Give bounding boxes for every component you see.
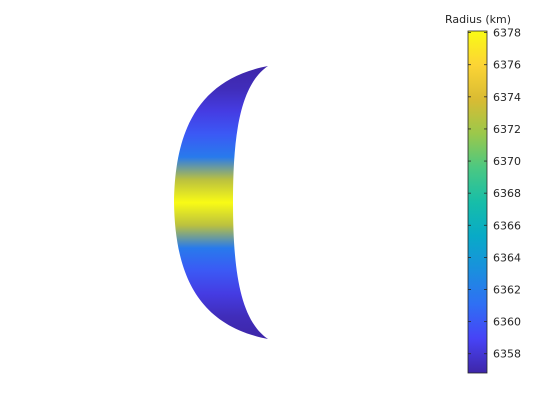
colorbar-tick-label: 6364: [493, 251, 521, 264]
colorbar-tick-label: 6374: [493, 91, 521, 104]
colorbar-tick-label: 6362: [493, 284, 521, 297]
colorbar: Radius (km) 6358 6360 6362 6364 6366 6368 6370…: [445, 13, 521, 374]
colorbar-tick-label: 6368: [493, 187, 521, 200]
colorbar-tick-label: 6358: [493, 348, 521, 361]
colorbar-tick-label: 6372: [493, 123, 521, 136]
colorbar-tick-label: 6376: [493, 59, 521, 72]
colorbar-tick-label: 6370: [493, 155, 521, 168]
colorbar-ticks: 6358 6360 6362 6364 6366 6368 6370 6372 6374 6376…: [468, 27, 521, 361]
earth-surface-lune: [174, 66, 268, 339]
colorbar-tick-label: 6360: [493, 316, 521, 329]
surface-plot: [174, 66, 268, 339]
colorbar-tick-label: 6378: [493, 27, 521, 40]
colorbar-title: Radius (km): [445, 13, 511, 26]
colorbar-tick-label: 6366: [493, 219, 521, 232]
colorbar-gradient: [467, 30, 488, 374]
